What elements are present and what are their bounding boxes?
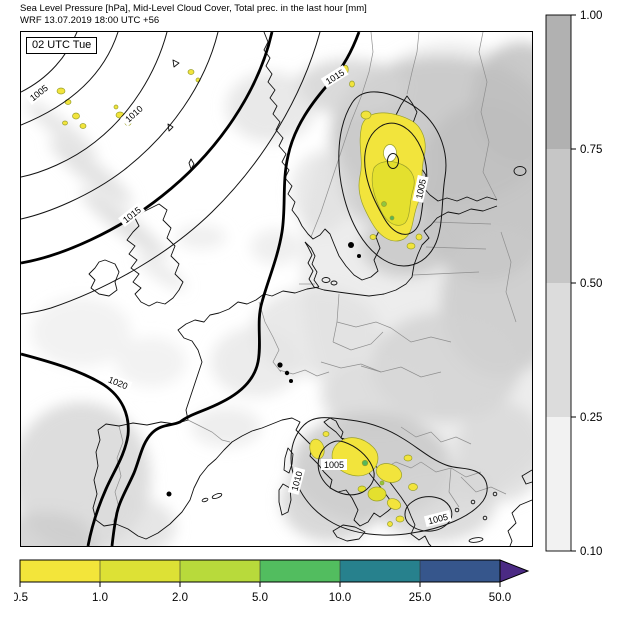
cloud-cbar-seg-4 (546, 417, 571, 551)
title-line2: WRF 13.07.2019 18:00 UTC +56 (20, 15, 160, 26)
precip-tick-label: 5.0 (252, 592, 268, 604)
coast-baltic-south (313, 205, 498, 297)
cloud-tick-label: 0.75 (580, 144, 602, 156)
precip-tick-label: 0.5 (14, 592, 28, 604)
precip-cbar-seg-3 (180, 560, 260, 582)
svg-text:1005: 1005 (414, 178, 428, 200)
precipitation-colorbar: 0.5 1.0 2.0 5.0 10.0 25.0 50.0 (12, 556, 559, 613)
cloud-cbar-seg-3 (546, 283, 571, 417)
precip-cbar-seg-2 (100, 560, 180, 582)
cloud-cbar-tick-labels: 1.00 0.75 0.50 0.25 0.10 (580, 10, 602, 558)
precip-tick-label: 25.0 (409, 592, 431, 604)
precip-cbar-seg-4 (260, 560, 340, 582)
weather-map-svg: 1005 1010 1015 1015 1005 (21, 32, 532, 546)
precip-cbar-tick-labels: 0.5 1.0 2.0 5.0 10.0 25.0 50.0 (12, 592, 511, 604)
svg-text:1005: 1005 (324, 460, 344, 470)
coast-continental (92, 286, 432, 546)
figure-title: Sea Level Pressure [hPa], Mid-Level Clou… (20, 3, 367, 27)
precip-cbar-seg-6 (420, 560, 500, 582)
precip-cbar-arrow (499, 559, 530, 583)
isobar-label-baltic-1005: 1005 (412, 175, 429, 203)
precip-tick-label: 10.0 (329, 592, 351, 604)
map-area: 1005 1010 1015 1015 1005 (20, 31, 533, 547)
isobar-label-nw-1005: 1005 (25, 80, 53, 105)
coast-sicily (332, 524, 366, 542)
cloud-cbar-ticks (571, 14, 576, 552)
precip-cbar-seg-5 (340, 560, 420, 582)
cloud-tick-label: 0.25 (580, 412, 602, 424)
isobars-thick (21, 32, 361, 546)
title-line1: Sea Level Pressure [hPa], Mid-Level Clou… (20, 3, 367, 14)
cloud-tick-label: 0.50 (580, 278, 602, 290)
precip-tick-label: 50.0 (489, 592, 511, 604)
cloud-tick-label: 0.10 (580, 546, 602, 558)
svg-text:1005: 1005 (427, 512, 449, 527)
isobar-label-ionian-1005: 1005 (423, 510, 452, 527)
lakes (166, 242, 361, 497)
isobar-labels: 1005 1010 1015 1015 1005 (25, 65, 452, 527)
country-borders (112, 32, 517, 523)
cloud-cbar-seg-1 (546, 15, 571, 149)
cloud-tick-label: 1.00 (580, 10, 602, 22)
isobar-label-italy-1005: 1005 (321, 459, 347, 470)
coast-uk (126, 203, 184, 307)
precip-cbar-seg-1 (20, 560, 100, 582)
coast-ireland (88, 259, 120, 297)
cloud-cbar-seg-2 (546, 149, 571, 283)
isobars-thin (21, 32, 488, 536)
precip-cbar-ticks (19, 582, 501, 587)
precip-cbar-separators (99, 560, 421, 582)
cloud-cover-colorbar: 1.00 0.75 0.50 0.25 0.10 (544, 8, 618, 575)
precip-tick-label: 2.0 (172, 592, 188, 604)
coast-denmark (304, 241, 315, 288)
precip-tick-label: 1.0 (92, 592, 108, 604)
time-label: 02 UTC Tue (26, 37, 98, 54)
coast-corsica (283, 447, 294, 474)
